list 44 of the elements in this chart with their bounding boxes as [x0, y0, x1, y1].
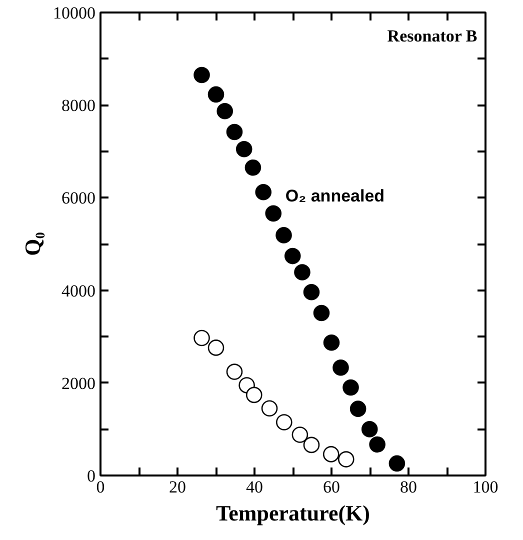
x-tick-label: 100 [472, 478, 498, 496]
point [276, 227, 292, 244]
y-axis-title: Q₀ [20, 232, 45, 256]
point [313, 304, 330, 322]
x-axis-title: Temperature(K) [216, 500, 370, 526]
point [338, 451, 354, 468]
y-tick-label: 10000 [53, 4, 96, 22]
y-tick-label: 8000 [62, 96, 96, 116]
point [292, 426, 308, 443]
point [265, 205, 282, 222]
point [226, 364, 243, 380]
point [194, 330, 210, 346]
point [208, 86, 224, 103]
point [216, 102, 234, 120]
point [194, 66, 210, 84]
point [208, 340, 224, 356]
point [361, 421, 378, 438]
point [226, 124, 243, 140]
y-tick-label: 2000 [62, 374, 96, 393]
point [303, 284, 320, 300]
series-label: O₂ annealed [285, 186, 385, 206]
x-tick-label: 20 [169, 478, 186, 496]
x-tick-label: 80 [400, 478, 417, 496]
x-tick-label: 40 [246, 478, 263, 496]
point [294, 264, 310, 280]
point [261, 400, 278, 416]
point [303, 436, 320, 454]
point [323, 334, 340, 351]
point [244, 159, 262, 176]
y-tick-label: 6000 [62, 188, 96, 208]
point [350, 400, 366, 417]
point [342, 379, 359, 396]
point [284, 248, 301, 264]
point [369, 436, 386, 453]
point [246, 386, 262, 404]
annotation: Resonator B [387, 26, 478, 46]
point [322, 446, 340, 462]
point [236, 140, 252, 158]
x-tick-label: 60 [323, 478, 340, 496]
point [276, 414, 292, 430]
point [255, 184, 272, 200]
y-tick-label: 4000 [62, 281, 96, 300]
point [388, 455, 406, 472]
point [332, 359, 349, 376]
